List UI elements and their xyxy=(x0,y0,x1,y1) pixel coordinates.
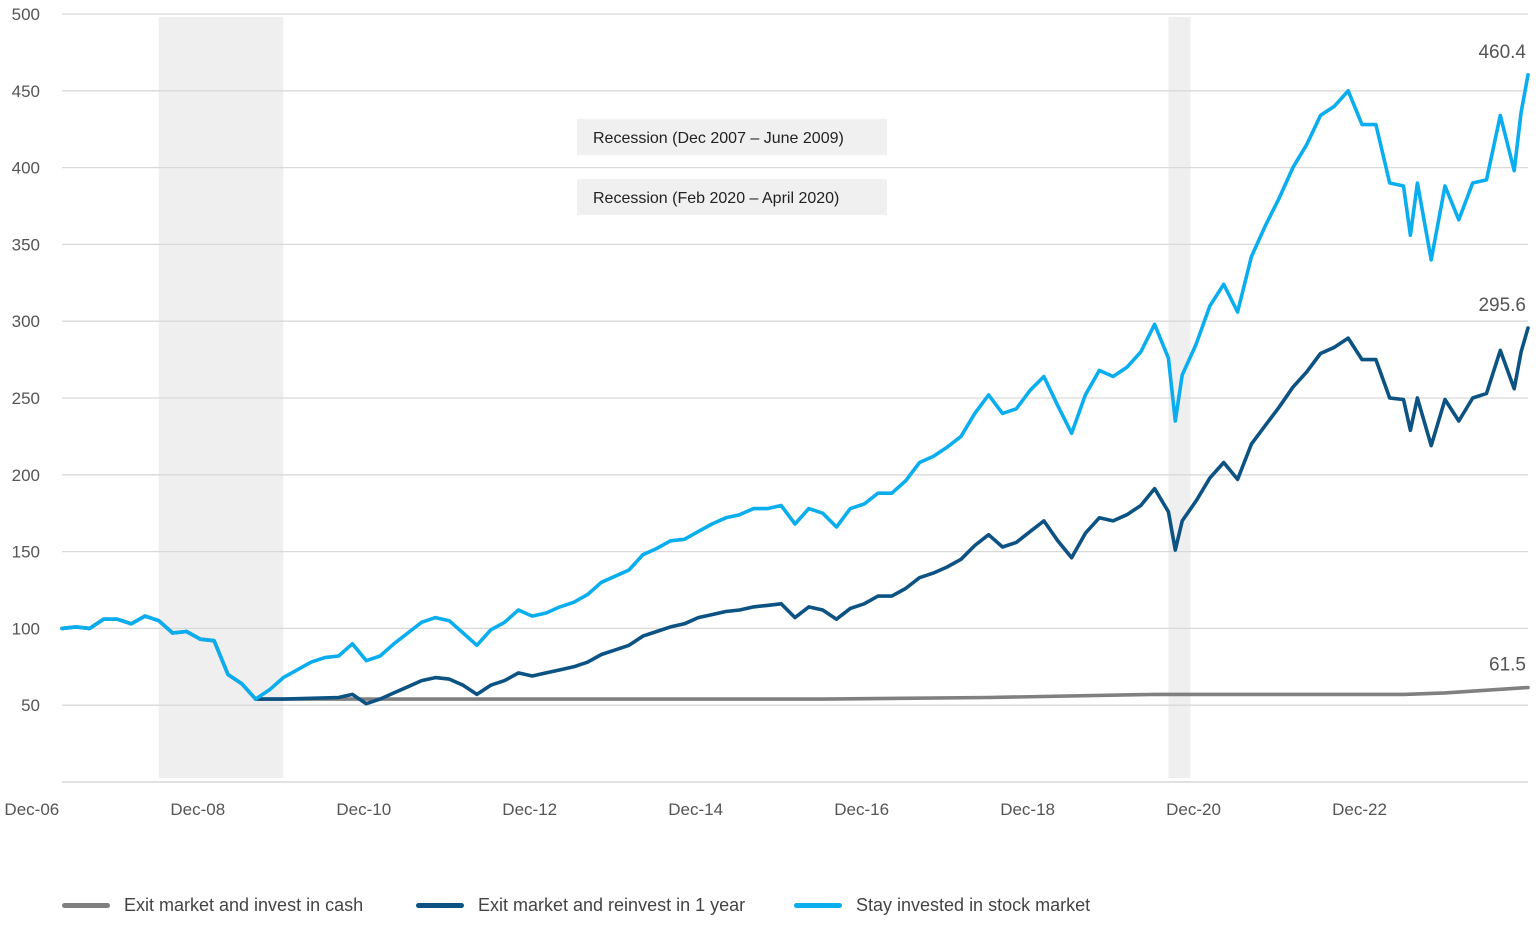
y-tick-label-300: 300 xyxy=(12,312,40,331)
recession-annotation-text-1: Recession (Dec 2007 – June 2009) xyxy=(593,130,844,147)
recession-annotation-text-2: Recession (Feb 2020 – April 2020) xyxy=(593,190,839,207)
x-tick-label-dec-16: Dec-16 xyxy=(834,800,889,819)
legend-item-reinvest: Exit market and reinvest in 1 year xyxy=(416,888,745,922)
legend-item-cash: Exit market and invest in cash xyxy=(62,888,363,922)
x-axis-tick-labels: Dec-06 Dec-08 Dec-10 Dec-12 Dec-14 Dec-16 Dec-… xyxy=(4,800,1387,819)
x-tick-label-dec-10: Dec-10 xyxy=(336,800,391,819)
x-tick-label-dec-12: Dec-12 xyxy=(502,800,557,819)
y-tick-label-50: 50 xyxy=(21,696,40,715)
x-tick-label-dec-18: Dec-18 xyxy=(1000,800,1055,819)
y-tick-label-500: 500 xyxy=(12,5,40,24)
legend-label-reinvest: Exit market and reinvest in 1 year xyxy=(478,894,746,915)
y-tick-label-350: 350 xyxy=(12,235,40,254)
series-line-stay-invested xyxy=(60,73,1530,701)
recession-annotation-box-2 xyxy=(577,179,887,215)
end-label-cash: 61.5 xyxy=(1489,655,1526,676)
legend-swatch-reinvest xyxy=(416,902,464,908)
end-label-stay-invested: 460.4 xyxy=(1478,42,1526,63)
legend-label-stay-invested: Stay invested in stock market xyxy=(856,894,1091,915)
x-tick-label-dec-22: Dec-22 xyxy=(1332,800,1387,819)
horizontal-gridlines xyxy=(62,13,1528,783)
x-tick-label-dec-20: Dec-20 xyxy=(1166,800,1221,819)
legend-label-cash: Exit market and invest in cash xyxy=(124,894,364,915)
recession-annotation-box-1 xyxy=(577,119,887,155)
y-tick-label-400: 400 xyxy=(12,159,40,178)
legend: Exit market and invest in cash Exit mark… xyxy=(0,888,1540,922)
recession-annotations: Recession (Dec 2007 – June 2009) Recessio… xyxy=(577,119,887,215)
x-tick-label-dec-06: Dec-06 xyxy=(4,800,59,819)
series-line-reinvest-1-year xyxy=(60,326,1530,706)
series-end-labels: 460.4 295.6 61.5 xyxy=(1478,42,1526,676)
legend-swatch-cash xyxy=(62,902,110,908)
y-tick-label-450: 450 xyxy=(12,82,40,101)
y-tick-label-100: 100 xyxy=(12,619,40,638)
legend-swatch-stay-invested xyxy=(794,902,842,908)
series-line-cash xyxy=(253,685,1530,701)
y-tick-label-150: 150 xyxy=(12,543,40,562)
x-tick-label-dec-14: Dec-14 xyxy=(668,800,723,819)
y-axis-tick-labels: 50 100 150 200 250 300 350 400 450 500 xyxy=(12,5,40,715)
y-tick-label-250: 250 xyxy=(12,389,40,408)
legend-item-stay-invested: Stay invested in stock market xyxy=(794,888,1090,922)
series-lines xyxy=(60,73,1530,706)
end-label-reinvest-1-year: 295.6 xyxy=(1478,295,1526,316)
x-tick-label-dec-08: Dec-08 xyxy=(170,800,225,819)
y-tick-label-200: 200 xyxy=(12,466,40,485)
